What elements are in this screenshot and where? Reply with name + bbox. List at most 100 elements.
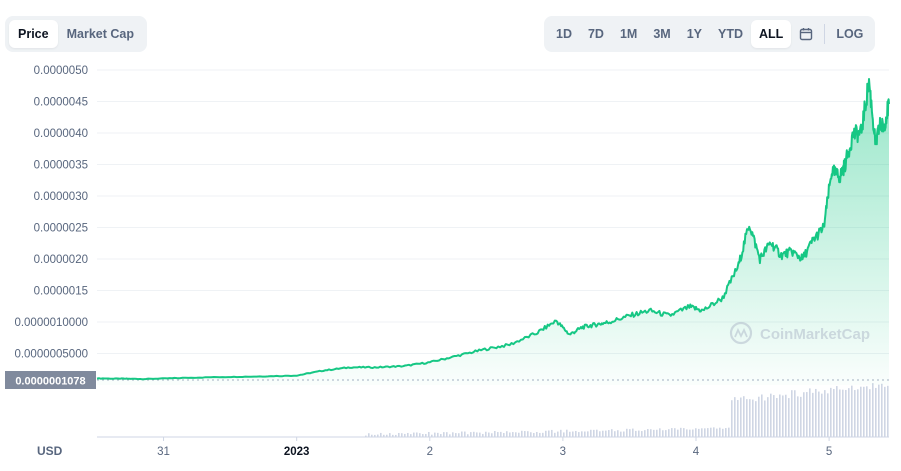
range-ytd-button[interactable]: YTD	[718, 27, 744, 41]
volume-bar	[731, 400, 733, 437]
volume-bar	[662, 430, 664, 437]
volume-bar	[476, 432, 478, 437]
y-tick-label: 0.0000040	[34, 128, 88, 140]
x-tick-label: 3	[560, 446, 566, 458]
volume-bar	[686, 429, 688, 437]
volume-bar	[791, 390, 793, 437]
volume-bar	[380, 432, 382, 437]
volume-bar	[815, 388, 817, 437]
x-tick-label: 31	[157, 446, 170, 458]
volume-bar	[803, 392, 805, 437]
volume-bar	[548, 430, 550, 437]
volume-bar	[884, 386, 886, 437]
y-tick-label: 0.0000010000	[14, 317, 88, 329]
volume-bar	[749, 399, 751, 437]
volume-bar	[701, 428, 703, 437]
volume-bar	[644, 430, 646, 437]
volume-bar	[821, 393, 823, 437]
volume-bar	[404, 433, 406, 437]
x-tick-label: 2	[427, 446, 433, 458]
volume-bar	[491, 433, 493, 437]
volume-bar	[500, 431, 502, 437]
volume-bar	[671, 428, 673, 437]
price-line	[96, 78, 890, 381]
volume-bar	[482, 433, 484, 437]
volume-bar	[680, 427, 682, 437]
volume-bar	[743, 396, 745, 437]
volume-bar	[698, 428, 700, 437]
volume-bar	[818, 391, 820, 437]
volume-bar	[434, 432, 436, 437]
volume-bar	[716, 428, 718, 437]
volume-bar	[479, 432, 481, 437]
volume-bar	[752, 399, 754, 437]
volume-bar	[455, 433, 457, 437]
range-1d-button[interactable]: 1D	[556, 27, 572, 41]
range-1m-button[interactable]: 1M	[619, 27, 638, 41]
volume-bar	[560, 429, 562, 437]
volume-bar	[515, 432, 517, 437]
volume-bar	[494, 431, 496, 437]
volume-bar	[797, 396, 799, 437]
volume-bar	[692, 429, 694, 437]
volume-bar	[665, 430, 667, 437]
y-tick-label: 0.0000045	[34, 97, 88, 109]
volume-bar	[614, 431, 616, 437]
volume-bar	[605, 430, 607, 437]
range-1y-button[interactable]: 1Y	[686, 27, 703, 41]
volume-bar	[554, 432, 556, 437]
volume-bar	[629, 429, 631, 437]
volume-bar	[401, 433, 403, 437]
market-cap-tab[interactable]: Market Cap	[66, 27, 134, 41]
volume-bar	[488, 432, 490, 437]
volume-bar	[710, 427, 712, 437]
y-tick-label: 0.0000025	[34, 223, 88, 235]
volume-bar	[653, 429, 655, 437]
range-all-button[interactable]: ALL	[751, 20, 792, 48]
y-axis: 0.0000050 0.0000045 0.0000040 0.0000035 0.00…	[14, 65, 88, 361]
volume-bar	[800, 396, 802, 437]
volume-bar	[608, 430, 610, 437]
volume-bar	[635, 430, 637, 437]
time-range-selector: 1D 7D 1M 3M 1Y YTD ALL LOG	[544, 16, 876, 52]
volume-bar	[371, 434, 373, 437]
volume-bar	[521, 430, 523, 437]
volume-bar	[641, 431, 643, 437]
volume-bar	[872, 383, 874, 437]
volume-bar	[437, 432, 439, 437]
volume-bar	[887, 385, 889, 437]
volume-bar	[527, 431, 529, 437]
volume-bar	[878, 384, 880, 437]
price-tag-value: 0.0000001078	[15, 376, 85, 388]
volume-bar	[659, 428, 661, 437]
volume-bar	[620, 431, 622, 437]
volume-bar	[578, 432, 580, 437]
volume-bar	[854, 390, 856, 437]
volume-bar	[443, 432, 445, 437]
price-tab[interactable]: Price	[9, 20, 58, 48]
range-3m-button[interactable]: 3M	[653, 27, 671, 41]
volume-bar	[722, 428, 724, 437]
volume-bar	[626, 428, 628, 437]
volume-bar	[728, 427, 730, 437]
volume-bar	[446, 432, 448, 437]
log-scale-button[interactable]: LOG	[836, 27, 864, 41]
volume-bar	[569, 431, 571, 437]
volume-bar	[395, 434, 397, 437]
volume-bar	[863, 386, 865, 437]
volume-bar	[587, 431, 589, 437]
volume-bar	[695, 428, 697, 437]
volume-bar	[563, 432, 565, 437]
volume-bar	[593, 429, 595, 437]
volume-bar	[734, 397, 736, 437]
volume-bar	[812, 392, 814, 437]
volume-bar	[851, 385, 853, 437]
range-7d-button[interactable]: 7D	[587, 27, 604, 41]
volume-bar	[845, 389, 847, 437]
x-axis: 31 2023 2 3 4 5	[157, 437, 832, 458]
volume-bar	[389, 433, 391, 437]
calendar-button[interactable]	[791, 20, 821, 48]
volume-bar	[830, 387, 832, 437]
volume-bar	[857, 389, 859, 437]
